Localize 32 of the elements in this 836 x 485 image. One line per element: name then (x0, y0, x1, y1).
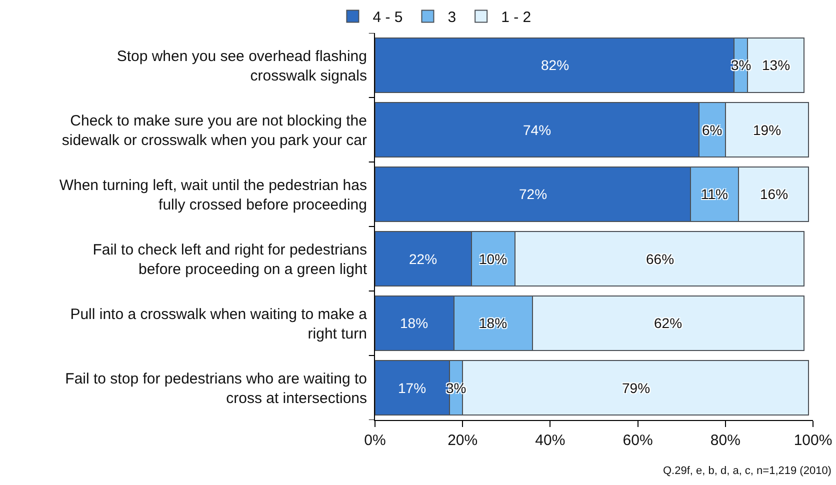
data-label: 18% (479, 315, 508, 331)
y-tick-label: When turning left, wait until the pedestrian has fully crossed before proceeding (59, 176, 367, 214)
data-label: 18% (400, 315, 428, 331)
x-tick-label: 60% (622, 432, 653, 449)
y-tick-label: Check to make sure you are not blocking the sidewalk or crosswalk when you park your car (62, 112, 367, 149)
data-label: 13% (762, 57, 790, 73)
legend-label: 4 - 5 (372, 9, 403, 26)
y-tick-label: Pull into a crosswalk when waiting to make a right turn (70, 306, 368, 342)
data-label: 16% (760, 186, 788, 202)
data-label: 19% (753, 122, 782, 138)
x-tick-label: 100% (794, 432, 832, 449)
data-label: 6% (702, 122, 722, 138)
data-label: 74% (523, 122, 552, 138)
data-label: 11% (701, 186, 728, 202)
text: Q.29f, e, b, d, a, c, n=1,219 (2010) (663, 465, 832, 477)
y-tick-label: Stop when you see overhead flashing crosswalk signals (116, 48, 367, 84)
data-label: 82% (541, 57, 570, 73)
data-label: 72% (519, 186, 548, 202)
legend-label: 3 (448, 9, 456, 26)
y-tick-label: Fail to stop for pedestrians who are waiting to cross at intersections (65, 370, 367, 407)
data-label: 79% (622, 380, 650, 396)
data-label: 10% (479, 251, 508, 267)
x-tick-label: 20% (448, 432, 478, 449)
data-label: 17% (398, 380, 426, 396)
x-tick-label: 0% (364, 432, 386, 449)
x-tick-label: 40% (535, 432, 566, 449)
data-label: 62% (654, 315, 682, 331)
data-label: 66% (646, 251, 674, 267)
data-label: 22% (409, 251, 438, 267)
x-tick-label: 80% (710, 432, 740, 449)
y-tick-label: Fail to check left and right for pedestrians before proceeding on a green light (92, 241, 368, 278)
legend-label: 1 - 2 (501, 9, 532, 26)
